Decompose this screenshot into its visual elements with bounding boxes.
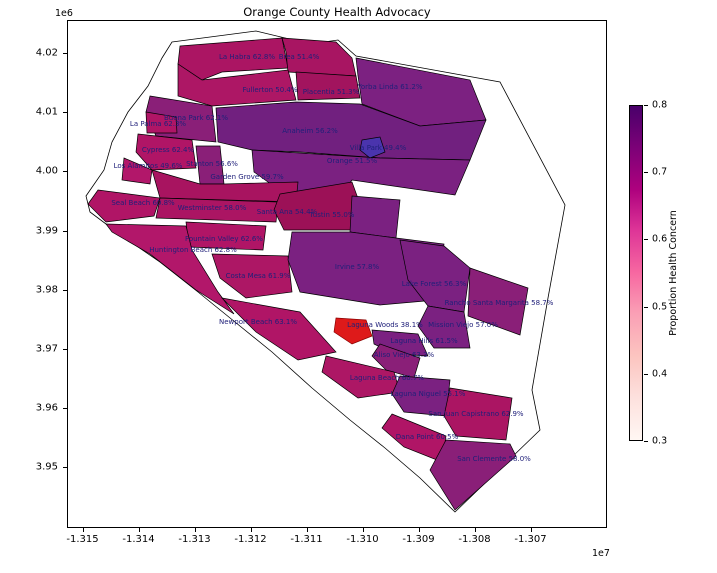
y-tick-mark: [63, 408, 67, 410]
x-tick-label: -1.308: [458, 534, 491, 545]
x-axis-offset: 1e7: [592, 548, 610, 559]
x-tick-label: -1.309: [402, 534, 435, 545]
colorbar-label: Proportion Health Concern: [668, 210, 679, 336]
y-tick-mark: [63, 349, 67, 350]
colorbar: [629, 105, 643, 441]
colorbar-tick-mark: [644, 441, 648, 442]
region-seal-beach: [87, 189, 161, 223]
x-tick-mark: [306, 528, 308, 532]
region-orange: [251, 149, 471, 197]
region-newport-beach: [220, 297, 337, 361]
y-tick-mark: [63, 171, 67, 173]
colorbar-tick-mark: [644, 373, 648, 375]
y-tick-mark: [63, 467, 67, 469]
region-brea: [281, 37, 357, 77]
colorbar-tick-label: 0.8: [652, 99, 668, 111]
colorbar-tick-mark: [644, 306, 648, 308]
y-tick-mark: [63, 230, 67, 232]
region-san-juan-capistrano: [443, 387, 513, 441]
region-fountain-valley: [185, 221, 267, 251]
region-rancho-santa-margarita: [467, 267, 529, 336]
region-placentia: [295, 71, 361, 101]
x-tick-mark: [530, 528, 532, 532]
region-los-alamitos: [121, 157, 153, 185]
y-tick-mark: [63, 53, 67, 54]
region-stanton: [195, 145, 225, 185]
region-huntington-beach: [105, 223, 235, 315]
region-costa-mesa: [211, 253, 293, 299]
chart-title: Orange County Health Advocacy: [243, 5, 431, 19]
y-tick-label: 3.98: [35, 284, 58, 296]
x-tick-mark: [474, 528, 476, 532]
x-tick-label: -1.313: [178, 534, 211, 545]
colorbar-tick-mark: [644, 239, 648, 241]
y-tick-label: 3.96: [35, 402, 58, 414]
y-tick-label: 4.02: [35, 47, 58, 59]
x-tick-label: -1.311: [290, 534, 323, 545]
colorbar-tick-label: 0.5: [652, 301, 668, 313]
x-tick-mark: [362, 528, 364, 532]
colorbar-tick-label: 0.3: [652, 435, 668, 447]
colorbar-tick-mark: [644, 172, 648, 174]
y-tick-mark: [63, 289, 67, 291]
region-villa-park: [359, 136, 386, 159]
region-laguna-niguel: [391, 375, 451, 417]
x-tick-mark: [138, 528, 140, 532]
region-san-clemente: [429, 439, 517, 511]
x-tick-label: -1.307: [514, 534, 547, 545]
y-tick-label: 4.00: [35, 165, 58, 177]
y-tick-label: 3.97: [35, 343, 58, 355]
region-cypress: [135, 133, 197, 171]
region-tustin: [349, 195, 401, 239]
x-tick-mark: [250, 528, 252, 532]
region-laguna-beach: [321, 355, 401, 399]
x-tick-label: -1.310: [346, 534, 379, 545]
x-tick-label: -1.312: [234, 534, 267, 545]
colorbar-tick-mark: [644, 105, 648, 106]
region-mission-viejo: [417, 305, 471, 349]
y-tick-label: 4.01: [35, 106, 58, 118]
x-tick-mark: [418, 528, 420, 532]
region-aliso-viejo: [371, 343, 421, 379]
x-tick-label: -1.314: [122, 534, 155, 545]
x-tick-label: -1.315: [66, 534, 99, 545]
region-laguna-woods: [333, 317, 373, 345]
colorbar-tick-label: 0.6: [652, 233, 668, 245]
x-tick-mark: [194, 528, 196, 532]
colorbar-tick-label: 0.4: [652, 368, 668, 380]
y-tick-mark: [63, 112, 67, 114]
region-la-palma: [145, 111, 178, 134]
region-westminster: [155, 197, 279, 223]
colorbar-tick-label: 0.7: [652, 166, 668, 178]
y-axis-offset: 1e6: [55, 8, 73, 19]
y-tick-label: 3.99: [35, 225, 58, 237]
region-dana-point: [381, 413, 447, 463]
x-tick-mark: [82, 528, 84, 532]
region-fullerton: [177, 63, 297, 107]
y-tick-label: 3.95: [35, 461, 58, 473]
